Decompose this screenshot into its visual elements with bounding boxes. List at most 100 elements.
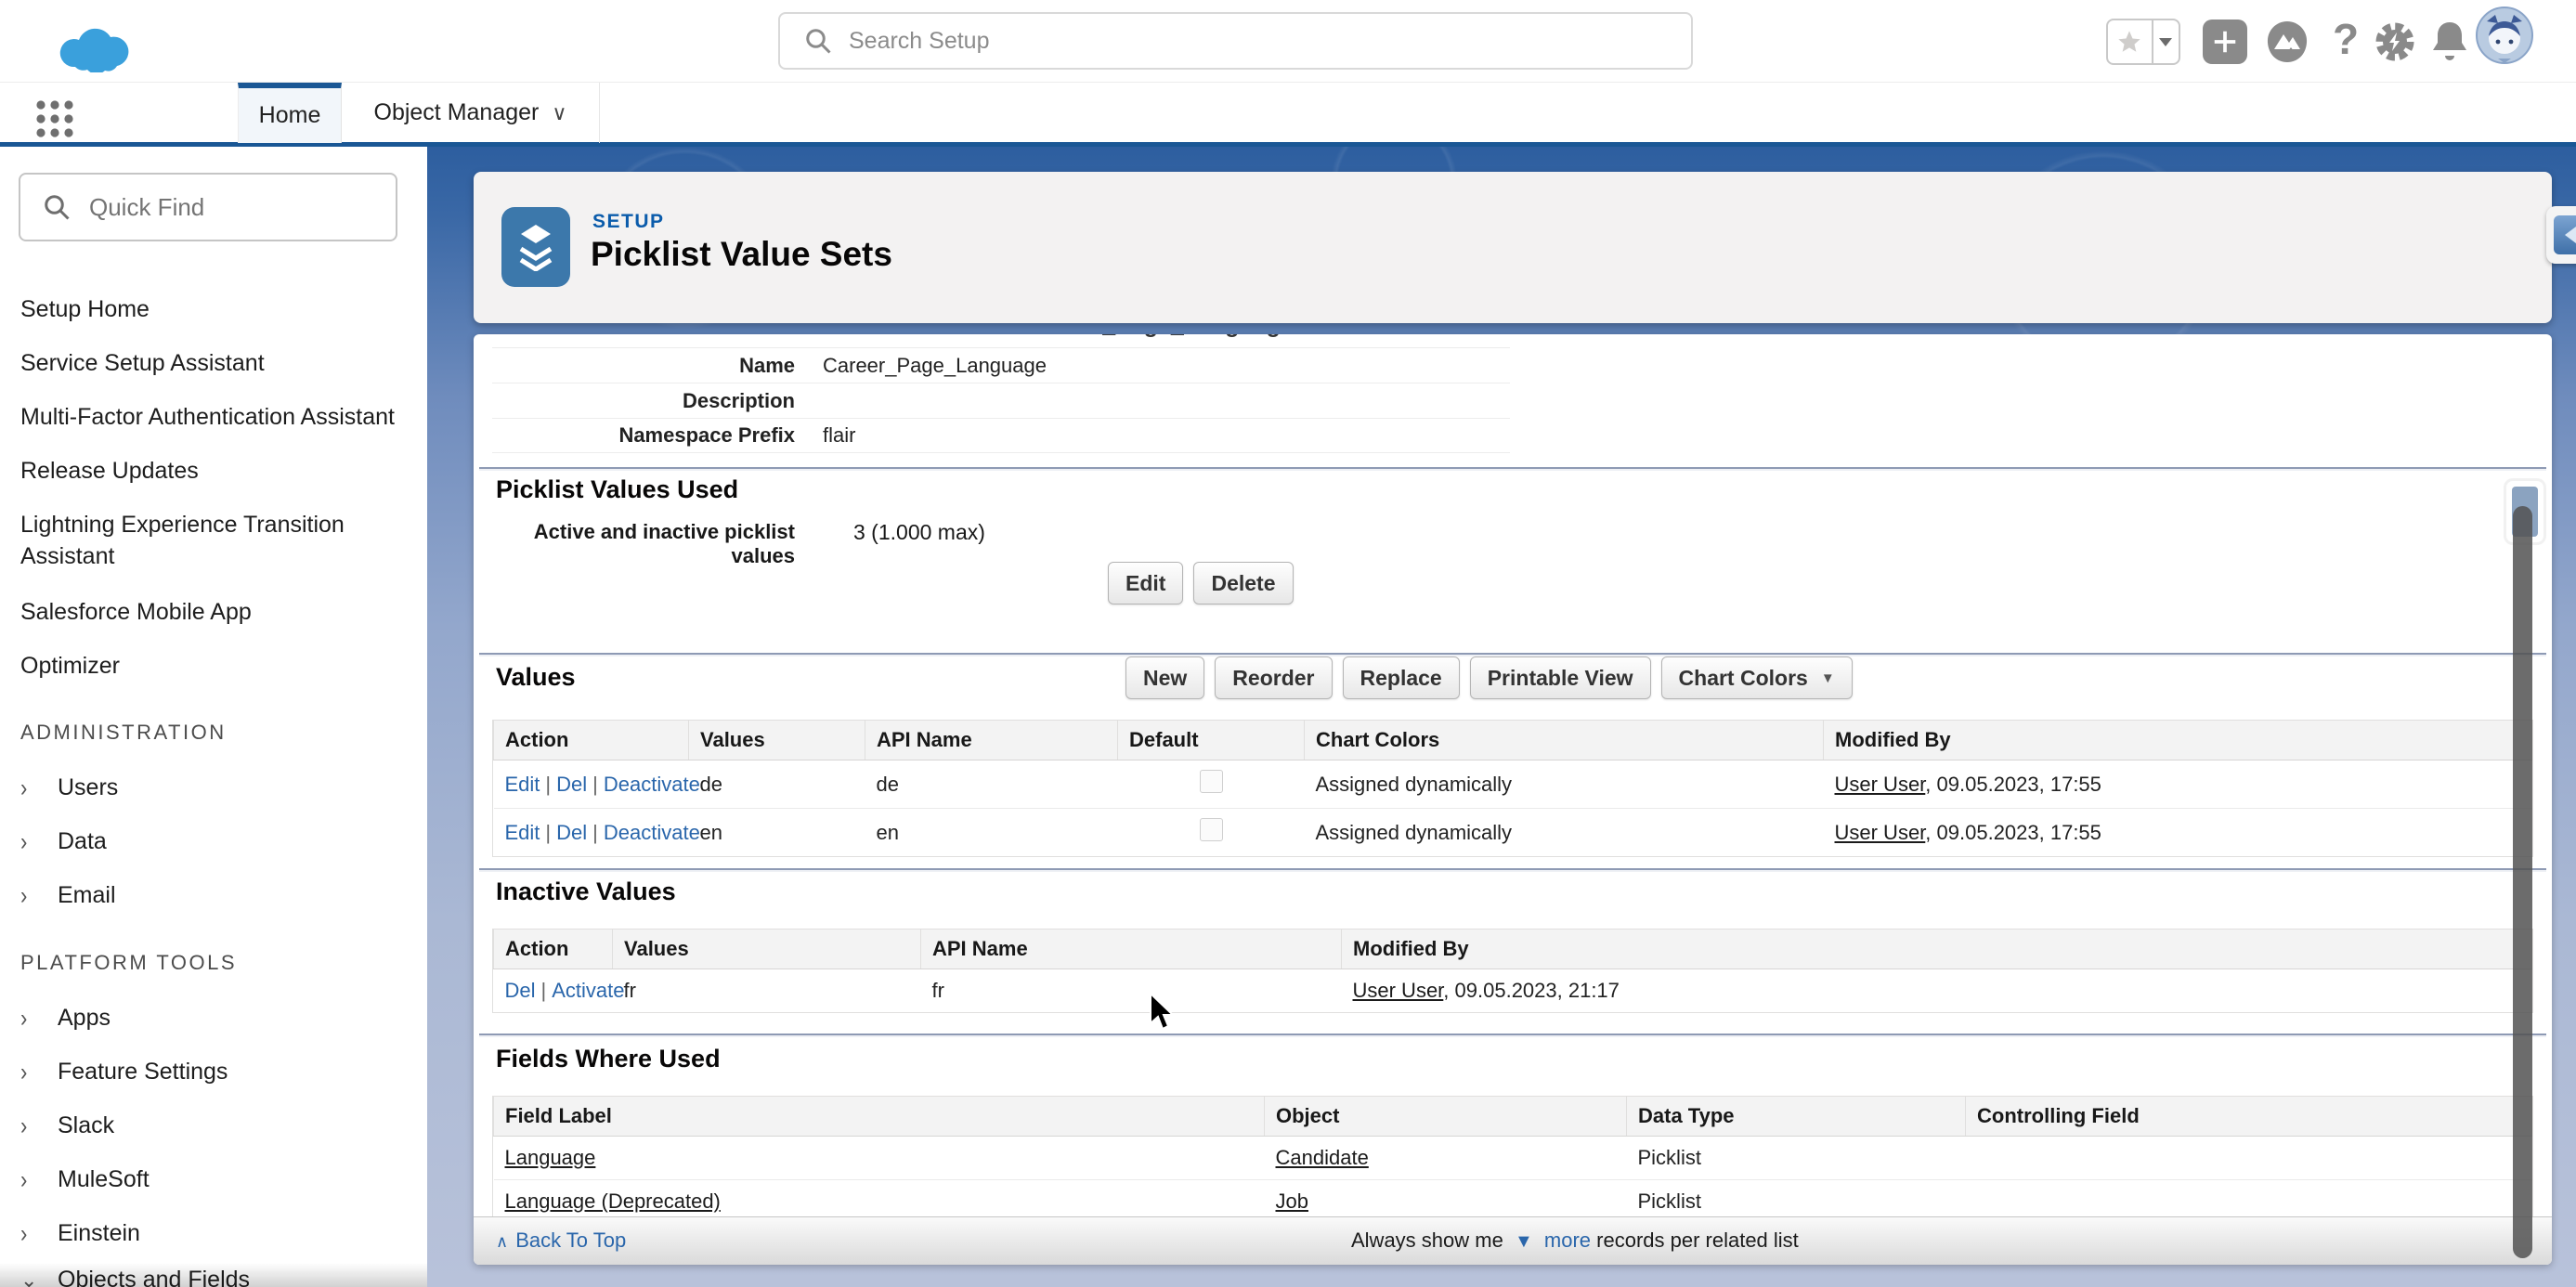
col-values: Values [612,929,921,969]
favorite-star-icon[interactable] [2108,20,2152,63]
sidebar-group-mulesoft[interactable]: › MuleSoft [0,1165,427,1193]
link-separator: | [545,820,552,844]
del-link[interactable]: Del [504,979,536,1002]
delete-button[interactable]: Delete [1193,562,1294,604]
sidebar-item-salesforce-mobile-app[interactable]: Salesforce Mobile App [20,599,252,625]
data-type-cell: Picklist [1626,1179,1966,1223]
user-link[interactable]: User User [1834,820,1926,844]
chevron-right-icon: › [20,773,28,801]
sidebar-item-optimizer[interactable]: Optimizer [20,653,120,679]
api-name-cell: fr [920,968,1342,1012]
top-utility-bar: Search Setup ? [0,0,2576,82]
sidebar-group-data[interactable]: › Data [0,826,427,855]
sidebar-group-label: Feature Settings [58,1059,228,1085]
sidebar-item-mfa-assistant[interactable]: Multi-Factor Authentication Assistant [20,404,395,430]
printable-view-button[interactable]: Printable View [1469,656,1651,699]
setup-gear-icon[interactable] [2370,17,2420,67]
user-link[interactable]: User User [1352,979,1444,1002]
table-row: Language Candidate Picklist [493,1136,2532,1180]
notifications-bell-icon[interactable] [2426,15,2474,69]
sidebar-item-lightning-transition-assistant[interactable]: Lightning Experience Transition Assistan… [20,512,345,569]
vertical-scrollbar[interactable] [2513,506,2532,1258]
col-chart-colors: Chart Colors [1304,720,1824,760]
modified-date: , 09.05.2023, 17:55 [1925,772,2101,796]
sidebar-group-label: Apps [58,1005,111,1031]
col-field-label: Field Label [493,1096,1265,1137]
global-search-input[interactable]: Search Setup [778,12,1693,70]
chevron-right-icon: › [20,1218,28,1247]
sidebar-item-release-updates[interactable]: Release Updates [20,458,199,484]
user-avatar[interactable] [2476,6,2533,64]
back-to-top-link[interactable]: ∧ Back To Top [496,1228,626,1253]
object-link[interactable]: Job [1275,1190,1308,1213]
chevron-right-icon: › [20,1057,28,1086]
edit-button[interactable]: Edit [1108,562,1184,604]
mouse-cursor [1149,992,1177,1033]
sidebar-bottom-shadow [0,1263,427,1287]
col-default: Default [1117,720,1305,760]
field-label-link[interactable]: Language [504,1146,596,1169]
activate-link[interactable]: Activate [552,979,625,1002]
sidebar-section-administration: ADMINISTRATION [20,721,227,744]
always-show-more-control: Always show me ▼ more records per relate… [1351,1228,1799,1253]
tab-object-manager[interactable]: Object Manager ∨ [342,83,600,143]
user-link[interactable]: User User [1834,772,1926,796]
quick-find-input[interactable]: Quick Find [19,173,397,241]
tab-home[interactable]: Home [238,83,342,143]
sidebar-group-slack[interactable]: › Slack [0,1112,427,1139]
sidebar-group-label: Objects and Fields [58,1267,250,1287]
deactivate-link[interactable]: Deactivate [603,820,700,844]
replace-button[interactable]: Replace [1342,656,1460,699]
col-controlling-field: Controlling Field [1965,1096,2532,1137]
favorites-button-group [2106,19,2180,65]
related-list-footer: ∧ Back To Top Always show me ▼ more recor… [474,1216,2552,1265]
sidebar-group-einstein[interactable]: › Einstein [0,1218,427,1247]
edge-scroll-left-button[interactable] [2546,206,2576,264]
chart-colors-dropdown-button[interactable]: Chart Colors ▼ [1660,656,1853,699]
picklist-layers-icon [501,207,570,287]
modified-date: , 09.05.2023, 21:17 [1443,979,1620,1002]
deactivate-link[interactable]: Deactivate [603,772,700,796]
detail-value: flair [823,423,856,447]
inactive-values-table: Action Values API Name Modified By Del | A… [492,929,2533,1013]
edit-link[interactable]: Edit [504,772,540,796]
always-show-suffix: records per related list [1596,1228,1799,1252]
app-launcher-waffle-icon[interactable] [35,99,74,138]
sidebar-group-email[interactable]: › Email [0,880,427,909]
tab-home-label: Home [258,102,321,128]
sidebar-item-service-setup-assistant[interactable]: Service Setup Assistant [20,350,265,376]
values-heading: Values [496,663,576,691]
object-link[interactable]: Candidate [1275,1146,1369,1169]
field-label-link[interactable]: Language (Deprecated) [504,1190,721,1213]
sidebar-item-setup-home[interactable]: Setup Home [20,296,150,322]
global-actions-plus-icon[interactable] [2203,20,2247,64]
picklist-values-used-heading: Picklist Values Used [496,475,739,503]
sidebar-group-objects-and-fields[interactable]: ⌄ Objects and Fields [0,1267,427,1287]
help-icon[interactable]: ? [2332,15,2360,63]
search-icon [806,29,831,54]
default-checkbox[interactable] [1199,770,1223,793]
default-checkbox[interactable] [1199,818,1223,841]
favorites-dropdown-icon[interactable] [2151,20,2179,63]
more-link[interactable]: more [1543,1228,1592,1252]
tab-object-manager-label: Object Manager [373,99,540,125]
sidebar-group-apps[interactable]: › Apps [0,1003,427,1032]
chevron-right-icon: › [20,880,28,909]
chevron-right-icon: › [20,1003,28,1032]
sidebar-group-users[interactable]: › Users [0,774,427,801]
del-link[interactable]: Del [556,772,588,796]
left-arrow-icon [2554,215,2576,254]
del-link[interactable]: Del [556,820,588,844]
edit-link[interactable]: Edit [504,820,540,844]
col-data-type: Data Type [1626,1096,1966,1137]
link-separator: | [540,979,547,1002]
chevron-down-icon: ⌄ [20,1268,39,1287]
chevron-right-icon: › [20,826,28,855]
reorder-button[interactable]: Reorder [1215,656,1333,699]
section-divider [479,653,2546,656]
sidebar-group-feature-settings[interactable]: › Feature Settings [0,1057,427,1086]
trailhead-icon[interactable] [2262,17,2312,67]
new-button[interactable]: New [1125,656,1205,699]
link-separator: | [592,772,598,796]
controlling-field-cell [1965,1179,2532,1223]
